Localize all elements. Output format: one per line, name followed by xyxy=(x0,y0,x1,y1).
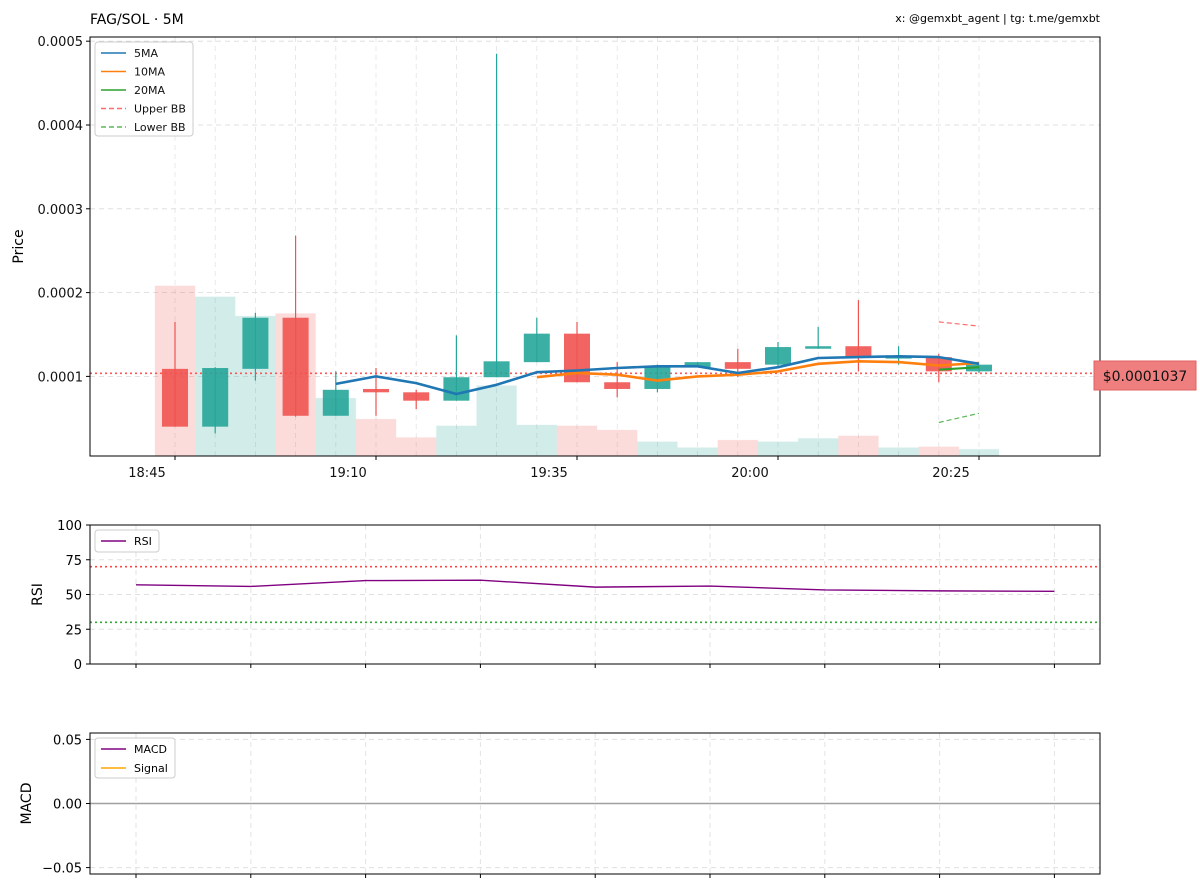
candle-body xyxy=(322,389,349,416)
volume-bar xyxy=(395,437,437,457)
price-legend-box xyxy=(94,41,194,137)
current-price-badge: $0.0001037 xyxy=(1093,360,1197,391)
volume-bar xyxy=(556,425,598,457)
rsi-ytick-label: 100 xyxy=(57,519,82,534)
candle-body xyxy=(604,382,631,389)
volume-bar xyxy=(878,447,920,457)
volume-bar xyxy=(516,424,558,457)
rsi-line xyxy=(135,579,1055,593)
candle-body xyxy=(885,357,912,359)
candle-body xyxy=(724,362,751,369)
macd-legend: MACD Signal xyxy=(94,737,176,779)
volume-bar xyxy=(476,385,518,457)
candle-body xyxy=(443,377,470,401)
price-legend-label: 10MA xyxy=(134,66,165,79)
rsi-ytick-label: 25 xyxy=(65,623,82,638)
volume-bar xyxy=(717,439,759,457)
volume-bar xyxy=(757,441,799,457)
price-ytick-label: 0.0004 xyxy=(38,119,84,134)
volume-bar xyxy=(636,441,678,457)
macd-legend-label: MACD xyxy=(134,743,167,756)
rsi-legend-label: RSI xyxy=(134,535,152,548)
volume-bar xyxy=(958,448,1000,457)
volume-bar xyxy=(918,446,960,457)
chart-title: FAG/SOL · 5M xyxy=(90,12,184,28)
candle-body xyxy=(403,392,430,401)
macd-ylabel: MACD xyxy=(19,783,35,825)
lower-bb-line xyxy=(938,412,980,424)
current-price-label: $0.0001037 xyxy=(1103,369,1188,385)
price-legend-label: 20MA xyxy=(134,84,165,97)
rsi-ylabel: RSI xyxy=(30,583,46,606)
ma20-line xyxy=(938,366,980,371)
candle-body xyxy=(282,317,309,416)
macd-ytick-label: −0.05 xyxy=(42,862,82,877)
volume-bar xyxy=(837,435,879,457)
rsi-legend: RSI xyxy=(94,529,160,553)
candle-body xyxy=(644,366,671,389)
candle-body xyxy=(242,317,269,369)
volume-bar xyxy=(596,429,638,457)
price-xtick-label: 20:25 xyxy=(932,466,969,481)
rsi-ytick-label: 50 xyxy=(65,589,82,604)
volume-bar xyxy=(677,447,719,457)
price-xtick-label: 18:45 xyxy=(128,466,165,481)
upper-bb-line xyxy=(938,321,980,327)
price-legend-label: Lower BB xyxy=(134,121,186,134)
ma5-line xyxy=(335,354,980,396)
candle-body xyxy=(483,361,510,378)
price-legend-label: Upper BB xyxy=(134,103,186,116)
signal-legend-label: Signal xyxy=(134,762,168,775)
rsi-panel: 0 25 50 75 100 RSI RSI xyxy=(30,519,1101,673)
candle-body xyxy=(765,347,791,365)
candle-body xyxy=(684,362,711,368)
volume-bar xyxy=(797,437,839,457)
rsi-legend-box xyxy=(94,529,160,553)
credit-text: x: @gemxbt_agent | tg: t.me/gemxbt xyxy=(895,12,1100,25)
rsi-ytick-label: 0 xyxy=(74,658,82,673)
price-ytick-label: 0.0005 xyxy=(38,35,84,50)
candle-body xyxy=(363,388,389,393)
price-xtick-label: 19:35 xyxy=(530,466,567,481)
candle-body xyxy=(845,346,872,358)
price-ytick-label: 0.0003 xyxy=(38,203,84,218)
candle-body xyxy=(162,368,188,427)
price-legend: 5MA 10MA 20MA Upper BB Lower BB xyxy=(94,41,194,137)
candle-body xyxy=(805,346,832,349)
price-legend-label: 5MA xyxy=(134,47,158,60)
candle-body xyxy=(202,368,229,427)
price-ylabel: Price xyxy=(11,229,27,263)
macd-ytick-label: 0.00 xyxy=(53,798,82,813)
volume-bar xyxy=(435,425,477,457)
rsi-ytick-label: 75 xyxy=(65,554,82,569)
ma10-line xyxy=(536,359,980,382)
candle-body xyxy=(523,333,550,363)
price-xtick-label: 19:10 xyxy=(329,466,366,481)
price-xtick-label: 20:00 xyxy=(731,466,768,481)
volume-bar xyxy=(355,418,397,457)
price-ytick-label: 0.0001 xyxy=(38,370,84,385)
macd-ytick-label: 0.05 xyxy=(53,733,82,748)
price-panel: 0.0001 0.0002 0.0003 0.0004 0.0005 18:45 19:10… xyxy=(11,35,1101,481)
current-price-badge-bg xyxy=(1093,360,1197,391)
macd-panel: −0.05 0.00 0.05 MACD MACD Signal xyxy=(19,732,1101,878)
price-frame xyxy=(89,36,1101,457)
price-ytick-label: 0.0002 xyxy=(38,287,84,302)
